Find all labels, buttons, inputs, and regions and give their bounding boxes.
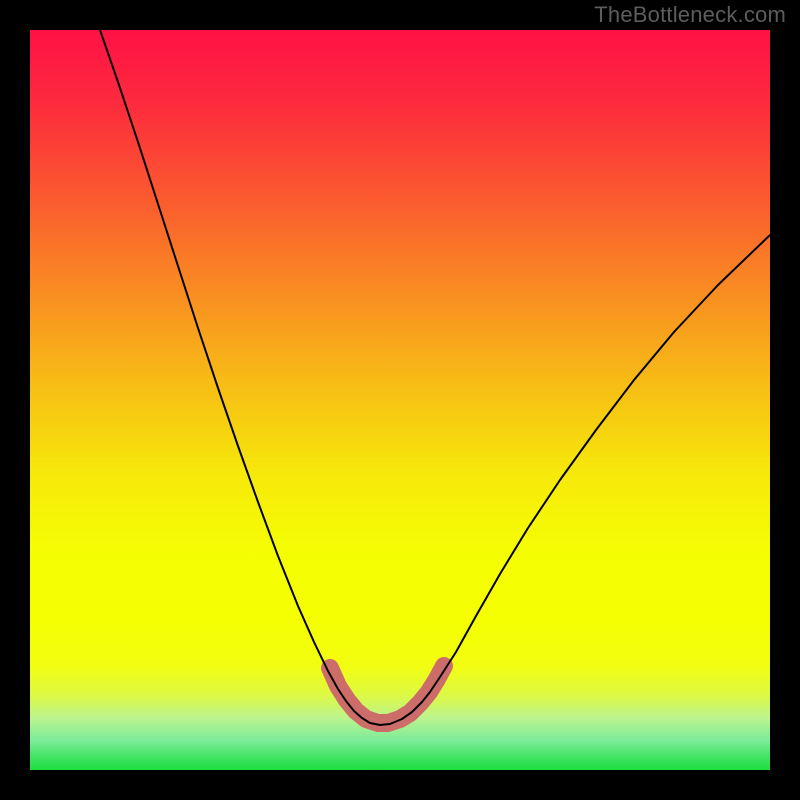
watermark-text: TheBottleneck.com [594, 2, 786, 28]
gradient-background [30, 30, 770, 770]
chart-frame: TheBottleneck.com [0, 0, 800, 800]
bottleneck-curve-chart [30, 30, 770, 770]
plot-area [30, 30, 770, 770]
